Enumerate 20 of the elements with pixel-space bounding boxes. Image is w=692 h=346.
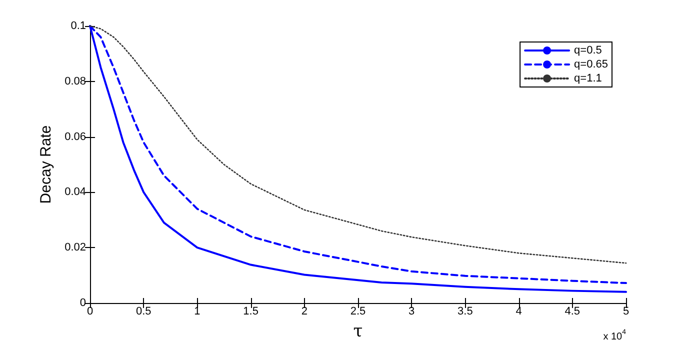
x-axis-title: τ bbox=[353, 322, 363, 342]
x-tick-label: 3 bbox=[408, 306, 415, 318]
y-tick-label: 0.08 bbox=[64, 75, 86, 88]
x-tick-label: 3.5 bbox=[458, 306, 473, 318]
x-tick-label: 5 bbox=[622, 306, 630, 318]
legend-label: q=0.65 bbox=[574, 58, 608, 70]
y-tick-label: 0 bbox=[80, 297, 86, 309]
x-tick-label: 2.5 bbox=[350, 306, 366, 318]
legend-label: q=0.5 bbox=[574, 44, 602, 56]
y-tick-label: 0.1 bbox=[70, 20, 86, 32]
legend-label: q=1.1 bbox=[574, 72, 602, 84]
x-tick-label: 2 bbox=[301, 306, 308, 318]
x-tick-label: 0 bbox=[86, 306, 94, 318]
y-tick-label: 0.04 bbox=[64, 186, 86, 198]
y-axis-title: Decay Rate bbox=[38, 125, 55, 204]
x-tick-label: 1.5 bbox=[243, 306, 258, 318]
y-tick-label: 0.02 bbox=[64, 242, 86, 254]
x-tick-label: 4.5 bbox=[564, 306, 580, 318]
y-tick-label: 0.06 bbox=[64, 130, 86, 143]
x-tick-label: 0.5 bbox=[136, 306, 152, 318]
